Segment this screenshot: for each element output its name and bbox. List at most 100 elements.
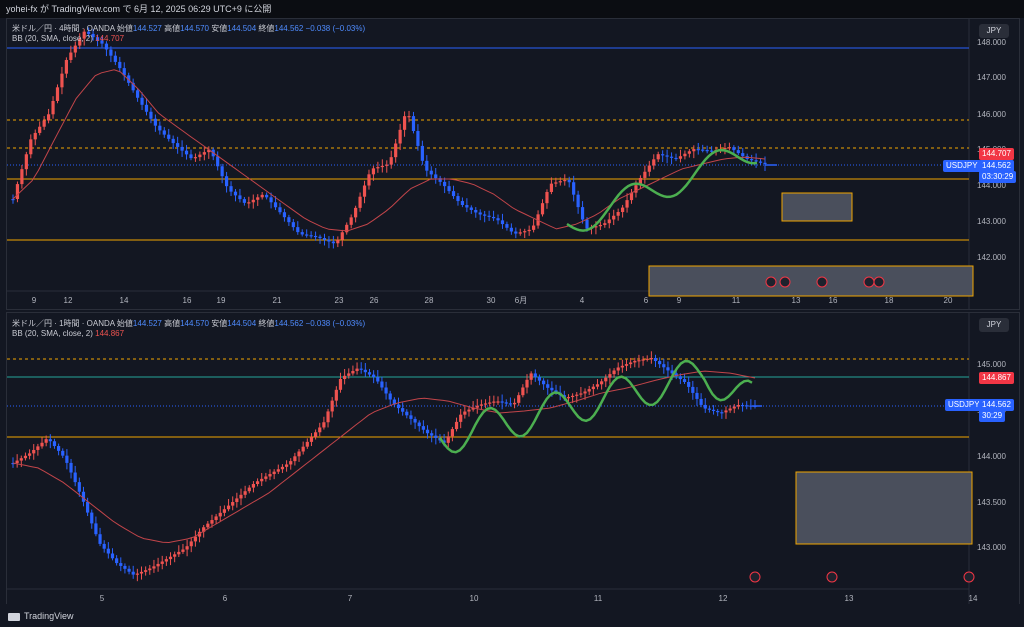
candle-4h-candle [118,61,122,69]
candle-4h-candle [411,116,416,132]
chart-pane-1h[interactable]: 145.000144.500144.000143.500143.00056710… [6,312,1020,606]
candle-4h-candle [184,150,189,155]
candle-4h-candle [514,231,518,234]
candle-4h-candle [282,212,287,218]
candle-1h-candle [15,460,19,463]
tradingview-logo[interactable]: TradingView [8,611,74,621]
candle-4h-candle [265,194,269,198]
price-axis-label: 142.000 [977,253,1006,262]
candle-4h-candle [549,183,554,192]
time-axis-label: 9 [677,296,682,305]
legend-change: −0.038 (−0.03%) [305,24,366,33]
candle-1h-candle [189,541,193,547]
candle-1h-candle [94,523,98,535]
candle-4h-candle [674,157,678,160]
candle-1h-candle [666,367,670,371]
candle-4h-candle [349,217,353,225]
time-axis-label: 13 [792,296,801,305]
candle-1h-candle [583,391,587,394]
candle-1h-candle [546,384,550,388]
candle-1h-candle [27,453,32,456]
candle-4h-candle [580,207,585,220]
candle-4h-candle [327,239,331,242]
bb-price-tag: 144.707 [979,148,1014,160]
candle-1h-candle [36,446,40,450]
candle-4h-candle [634,185,638,193]
candle-timer-tag: 03:30:29 [979,171,1017,183]
currency-button[interactable]: JPY [979,318,1009,332]
candle-1h-candle [575,394,579,396]
candle-1h-candle [682,379,687,382]
candle-4h-candle [607,219,611,224]
candle-4h-candle [42,120,46,127]
time-axis-label: 13 [845,594,854,603]
candle-1h-candle [512,402,517,405]
candle-4h-candle [345,224,349,233]
candle-1h-candle [65,455,69,463]
candle-1h-candle [745,405,749,407]
candle-1h-candle [148,568,152,571]
candle-1h-candle [707,408,712,410]
candle-4h-candle [362,185,367,197]
candle-4h-candle [15,184,20,199]
currency-button[interactable]: JPY [979,24,1009,38]
legend-close-label: 終値 [258,319,275,328]
price-axis-label: 143.000 [977,543,1006,552]
candle-4h-candle [474,209,478,213]
candle-1h-candle [629,362,633,365]
chart-canvas-4h[interactable]: 148.000147.000146.000145.000144.000143.0… [7,19,1019,309]
bb-label: BB (20, SMA, close, 2) [12,329,93,338]
bb-value: 144.707 [95,34,125,43]
candle-1h-candle [202,527,206,532]
candle-4h-candle [82,31,86,39]
candle-4h-candle [278,207,282,213]
legend-high-label: 高値 [164,24,181,33]
candle-4h-candle [509,227,513,232]
legend-open-label: 始値 [116,24,133,33]
candle-4h-candle [750,159,754,161]
candle-4h-candle [300,232,304,235]
candle-1h-candle [670,370,674,374]
target-zone-box [648,265,974,297]
candle-4h-candle [51,100,55,115]
candle-4h-candle [149,111,153,119]
candle-1h-candle [86,501,90,513]
candle-1h-candle [430,433,434,436]
candle-1h-candle [127,568,131,572]
candle-1h-candle [90,512,94,524]
candle-1h-candle [479,404,484,406]
bollinger-midline [12,370,756,544]
chart-canvas-1h[interactable]: 145.000144.500144.000143.500143.00056710… [7,313,1019,605]
candle-1h-candle [44,439,48,443]
legend-open-label: 始値 [116,319,133,328]
time-axis-label: 19 [217,296,226,305]
candle-4h-candle [389,157,393,165]
candle-1h-candle [264,476,268,479]
candle-4h-candle [425,160,429,171]
candle-4h-candle [64,59,68,74]
candle-1h-candle [550,387,554,391]
publish-caption-bar: yohei-fx が TradingView.com で 6月 12, 2025… [0,0,1024,18]
candle-4h-candle [87,31,91,34]
candle-4h-candle [465,205,469,208]
candle-1h-candle [691,386,695,393]
candle-1h-candle [687,381,691,387]
candle-4h-candle [438,178,442,182]
candle-4h-candle [491,216,496,219]
candle-1h-candle [492,401,496,403]
candle-4h-candle [469,207,473,210]
legend-symbol: 米ドル／円 · 4時間 · OANDA [12,24,115,33]
candle-4h-candle [91,33,95,38]
candle-1h-candle [504,402,508,404]
candle-1h-candle [81,491,86,502]
candle-4h-candle [736,150,740,154]
candle-1h-candle [417,422,421,427]
chart-pane-4h[interactable]: 148.000147.000146.000145.000144.000143.0… [6,18,1020,310]
candle-1h-candle [740,405,745,407]
candle-1h-candle [11,463,15,465]
candle-4h-candle [429,170,433,175]
candle-1h-candle [23,455,28,459]
event-flag-icon [873,276,885,288]
candle-4h-candle [656,154,660,160]
candle-1h-candle [152,566,156,569]
